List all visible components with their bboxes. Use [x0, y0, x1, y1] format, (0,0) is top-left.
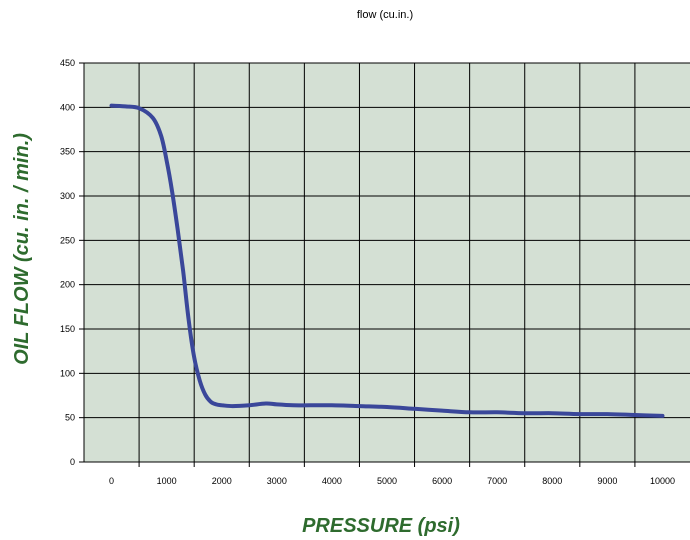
x-axis-title: PRESSURE (psi)	[302, 515, 460, 537]
x-tick-label: 1000	[157, 476, 177, 486]
x-tick-label: 5000	[377, 476, 397, 486]
x-tick-labels: 0 1000 2000 3000 4000 5000 6000 7000 8000 9000 100…	[109, 476, 675, 486]
x-tick-label: 2000	[212, 476, 232, 486]
y-tick-label: 450	[60, 58, 75, 68]
y-tick-label: 300	[60, 191, 75, 201]
y-axis-title: OIL FLOW (cu. in. / min.)	[11, 133, 33, 365]
y-tick-label: 50	[65, 413, 75, 423]
y-tick-label: 350	[60, 147, 75, 157]
x-tick-label: 6000	[432, 476, 452, 486]
plot-area	[84, 63, 690, 462]
grid-lines	[84, 62, 690, 462]
x-tick-label: 9000	[597, 476, 617, 486]
x-tick-label: 10000	[650, 476, 675, 486]
x-tick-label: 0	[109, 476, 114, 486]
series-line	[109, 103, 665, 418]
y-tick-label: 200	[60, 280, 75, 290]
y-tick-labels: 0 50 100 150 200 250 300 350 400 450	[60, 58, 75, 467]
y-tick-label: 150	[60, 324, 75, 334]
chart-title: flow (cu.in.)	[357, 9, 413, 21]
x-tick-label: 4000	[322, 476, 342, 486]
y-tick-label: 100	[60, 368, 75, 378]
y-tick-label: 0	[70, 457, 75, 467]
x-tick-label: 7000	[487, 476, 507, 486]
y-tick-label: 400	[60, 102, 75, 112]
y-tick-label: 250	[60, 235, 75, 245]
x-tick-label: 3000	[267, 476, 287, 486]
axes	[79, 62, 690, 467]
x-tick-label: 8000	[542, 476, 562, 486]
